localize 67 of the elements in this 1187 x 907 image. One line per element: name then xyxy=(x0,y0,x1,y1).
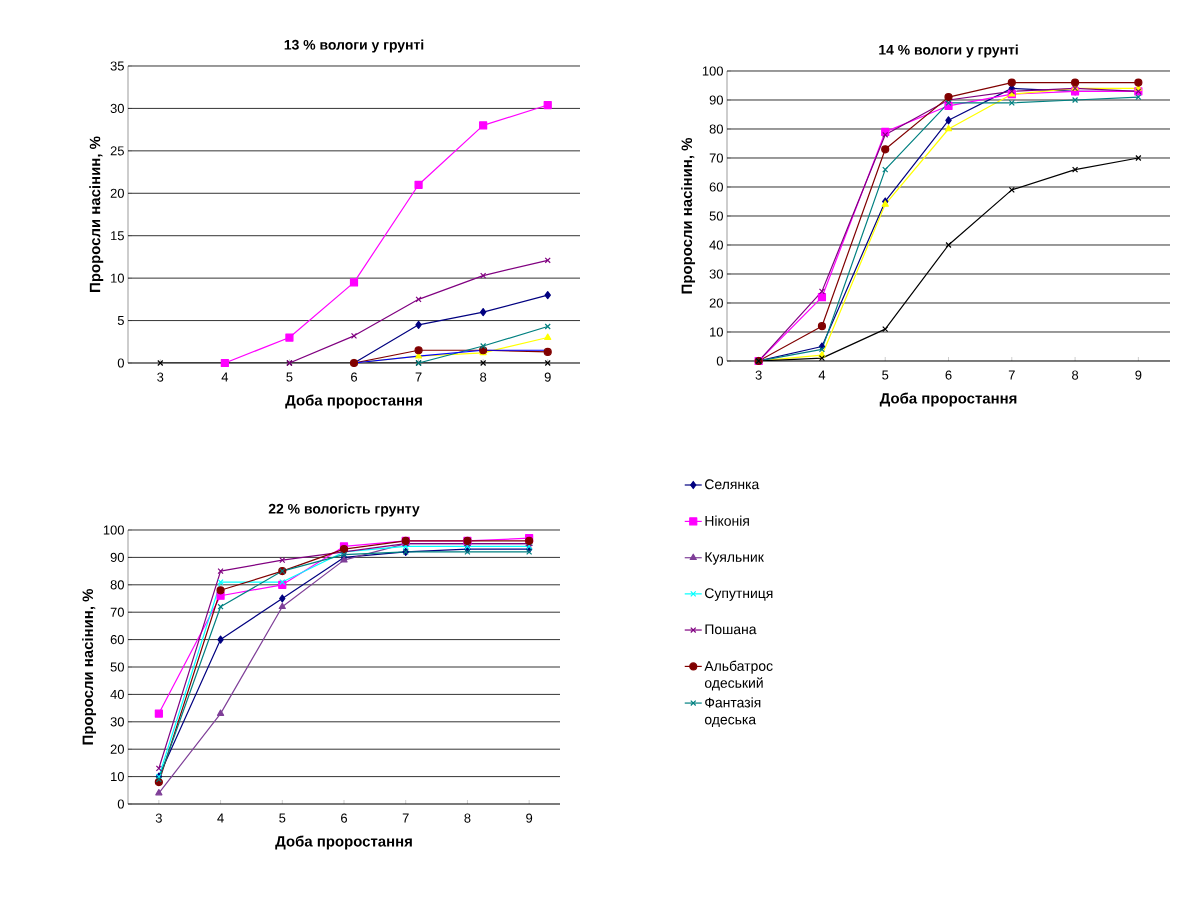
x-axis-title: Доба проростання xyxy=(275,835,412,850)
legend-label: Супутниця xyxy=(705,588,773,601)
y-tick-label: 50 xyxy=(709,211,723,221)
y-tick-label: 100 xyxy=(103,525,124,535)
y-tick-label: 30 xyxy=(709,269,723,279)
chart-title: 14 % вологи у грунті xyxy=(879,44,1018,58)
chart-title: 13 % вологи у грунті xyxy=(284,39,424,53)
y-tick-label: 0 xyxy=(117,799,124,809)
legend-label: Пошана xyxy=(705,624,757,635)
y-tick-label: 60 xyxy=(110,635,124,645)
y-tick-label: 40 xyxy=(709,240,723,250)
legend-label: Селянка xyxy=(705,479,760,490)
x-axis-title: Доба проростання xyxy=(879,392,1017,407)
x-tick-label: 7 xyxy=(415,372,422,382)
y-tick-label: 15 xyxy=(111,231,124,241)
y-tick-label: 20 xyxy=(110,188,124,198)
y-tick-label: 80 xyxy=(110,580,124,590)
y-tick-label: 10 xyxy=(111,273,124,283)
x-tick-label: 4 xyxy=(818,370,826,380)
x-tick-label: 3 xyxy=(157,372,164,382)
y-tick-label: 90 xyxy=(110,552,124,562)
x-tick-label: 4 xyxy=(221,372,229,382)
x-tick-label: 5 xyxy=(882,370,889,380)
legend-label: Ніконія xyxy=(705,515,749,526)
y-tick-label: 0 xyxy=(716,356,723,366)
x-tick-label: 9 xyxy=(544,372,551,382)
y-tick-label: 5 xyxy=(117,316,124,326)
legend-label: Куяльник xyxy=(705,552,764,565)
x-tick-label: 4 xyxy=(217,813,224,823)
x-tick-label: 8 xyxy=(1072,370,1079,380)
y-tick-label: 90 xyxy=(709,95,723,105)
x-tick-label: 9 xyxy=(1135,370,1142,380)
legend-label: Альбатрос одеський xyxy=(704,660,773,691)
y-tick-label: 60 xyxy=(709,182,723,192)
y-tick-label: 25 xyxy=(110,146,124,156)
legend-label: Фантазія одеська xyxy=(704,697,761,728)
y-tick-label: 35 xyxy=(110,61,124,71)
y-axis-title: Проросли насінин, % xyxy=(681,137,696,294)
x-tick-label: 6 xyxy=(945,370,952,380)
y-tick-label: 100 xyxy=(702,66,723,76)
x-tick-label: 8 xyxy=(464,813,471,823)
y-tick-label: 30 xyxy=(110,717,124,727)
x-tick-label: 3 xyxy=(755,370,762,380)
x-tick-label: 7 xyxy=(402,813,409,823)
y-tick-label: 70 xyxy=(110,607,124,617)
y-tick-label: 70 xyxy=(709,153,723,163)
y-tick-label: 80 xyxy=(709,124,723,134)
y-tick-label: 50 xyxy=(110,662,124,672)
x-tick-label: 5 xyxy=(286,372,293,382)
x-tick-label: 3 xyxy=(155,813,162,823)
y-axis-title: Проросли насінин, % xyxy=(89,136,104,292)
y-tick-label: 30 xyxy=(110,103,124,113)
y-tick-label: 20 xyxy=(110,744,124,754)
x-tick-label: 6 xyxy=(351,372,358,382)
x-tick-label: 7 xyxy=(1008,370,1015,380)
chart-title: 22 % вологість грунту xyxy=(268,503,420,517)
y-tick-label: 20 xyxy=(709,298,723,308)
x-tick-label: 5 xyxy=(279,813,286,823)
x-tick-label: 9 xyxy=(526,813,533,823)
y-tick-label: 10 xyxy=(710,327,723,337)
y-tick-label: 40 xyxy=(110,689,124,699)
y-axis-title: Проросли насінин, % xyxy=(82,588,97,745)
y-tick-label: 10 xyxy=(111,772,124,782)
x-tick-label: 6 xyxy=(341,813,348,823)
x-axis-title: Доба проростання xyxy=(285,394,422,409)
y-tick-label: 0 xyxy=(117,358,124,368)
x-tick-label: 8 xyxy=(480,372,487,382)
